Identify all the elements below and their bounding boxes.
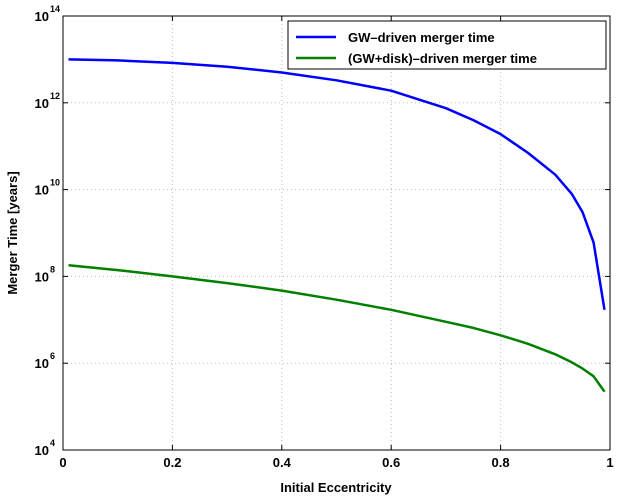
y-tick-label: 10 — [35, 96, 49, 111]
y-axis-label: Merger Time [years] — [5, 171, 20, 294]
x-tick-label: 0 — [59, 455, 66, 470]
y-tick-exponent: 4 — [50, 438, 55, 448]
series-line-1 — [68, 58, 606, 311]
x-tick-label: 1 — [606, 455, 613, 470]
legend-box — [287, 20, 607, 70]
y-tick-label: 10 — [35, 443, 49, 458]
legend: GW–driven merger time (GW+disk)–driven me… — [287, 20, 607, 70]
series-line-2 — [68, 264, 606, 393]
y-tick-exponent: 14 — [50, 4, 60, 14]
x-tick-label: 0.4 — [273, 455, 292, 470]
y-tick-exponent: 12 — [50, 91, 60, 101]
y-tick-exponent: 6 — [50, 351, 55, 361]
x-tick-label: 0.6 — [382, 455, 400, 470]
plot-frame — [62, 15, 611, 451]
y-tick-exponent: 10 — [50, 178, 60, 188]
x-tick-label: 0.2 — [163, 455, 181, 470]
series-layer — [68, 58, 606, 393]
legend-label-2: (GW+disk)–driven merger time — [348, 51, 537, 66]
legend-label-1: GW–driven merger time — [348, 30, 495, 45]
y-tick-label: 10 — [35, 269, 49, 284]
x-tick-label: 0.8 — [492, 455, 510, 470]
tick-marks — [62, 15, 611, 451]
y-tick-label: 10 — [35, 183, 49, 198]
y-tick-label: 10 — [35, 356, 49, 371]
plot-background — [63, 16, 610, 450]
x-axis-label: Initial Eccentricity — [280, 480, 392, 495]
x-tick-labels: 0 0.2 0.4 0.6 0.8 1 — [59, 455, 613, 470]
y-tick-label: 10 — [35, 9, 49, 24]
grid-lines — [63, 16, 610, 450]
y-tick-exponent: 8 — [50, 264, 55, 274]
